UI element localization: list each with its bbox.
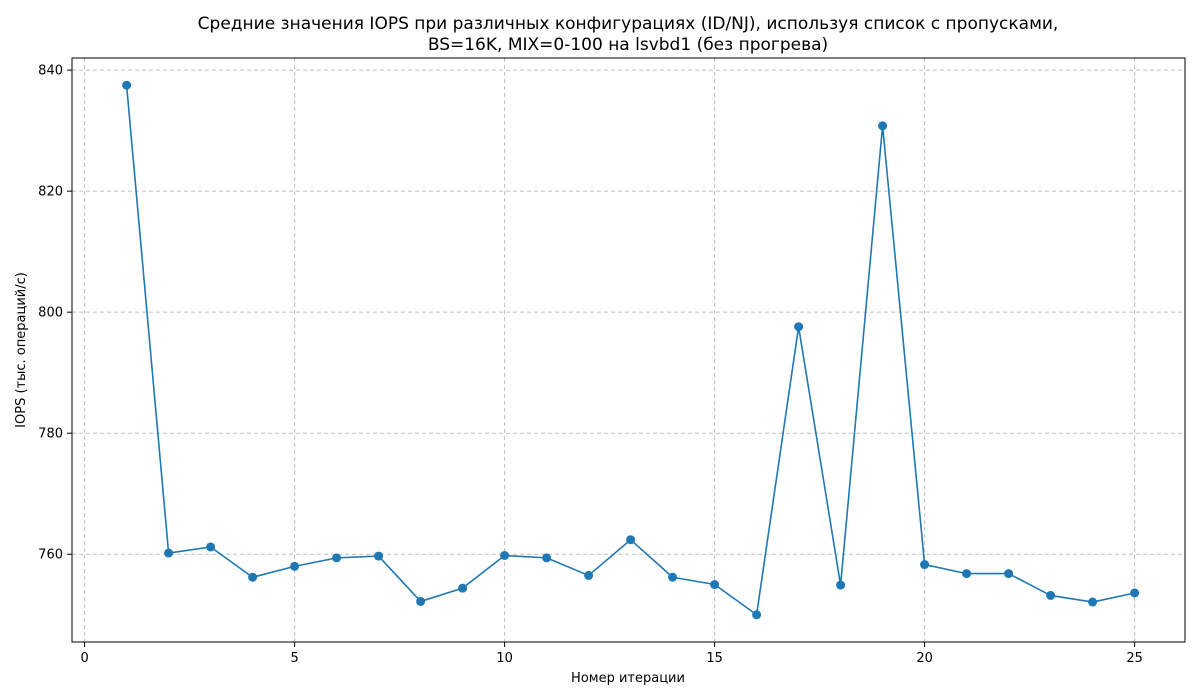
data-point — [122, 80, 132, 90]
plot-frame — [71, 57, 1186, 643]
data-point — [710, 580, 720, 590]
iops-series — [122, 80, 1140, 620]
data-point — [878, 121, 888, 131]
data-point — [458, 583, 468, 593]
data-point — [500, 550, 510, 560]
data-point — [1004, 569, 1014, 579]
data-point — [752, 610, 762, 620]
data-point — [332, 553, 342, 563]
x-tick-label: 25 — [1126, 651, 1143, 666]
data-point — [920, 560, 930, 570]
data-point — [794, 322, 804, 332]
grid-lines — [72, 58, 1185, 642]
y-tick-label: 800 — [38, 306, 63, 321]
y-axis-label: IOPS (тыс. операций/с) — [14, 272, 29, 428]
data-point — [206, 542, 216, 552]
data-point — [164, 548, 174, 558]
data-point — [962, 569, 972, 579]
data-point — [1130, 588, 1140, 598]
y-tick-label: 820 — [38, 185, 63, 200]
data-point — [1088, 597, 1098, 607]
chart-title-line-1: Средние значения IOPS при различных конф… — [198, 14, 1059, 34]
x-tick-label: 20 — [916, 651, 933, 666]
y-tick-label: 760 — [38, 548, 63, 563]
x-tick-label: 10 — [496, 651, 513, 666]
data-point — [668, 572, 678, 582]
chart-title-line-2: BS=16K, MIX=0-100 на lsvbd1 (без прогрев… — [428, 35, 828, 55]
x-tick-label: 0 — [80, 651, 88, 666]
x-tick-label: 15 — [706, 651, 723, 666]
data-point — [836, 580, 846, 590]
data-point — [584, 570, 594, 580]
data-point — [626, 535, 636, 545]
y-tick-label: 780 — [38, 427, 63, 442]
x-axis-label: Номер итерации — [571, 671, 685, 686]
x-tick-label: 5 — [290, 651, 298, 666]
data-point — [542, 553, 552, 563]
data-point — [1046, 590, 1056, 600]
data-point — [290, 561, 300, 571]
data-point — [248, 572, 258, 582]
y-tick-label: 840 — [38, 64, 63, 79]
data-point — [416, 596, 426, 606]
axes: 0 5 10 15 20 25 760 780 800 820 840 — [38, 57, 1186, 666]
data-point — [374, 551, 384, 561]
